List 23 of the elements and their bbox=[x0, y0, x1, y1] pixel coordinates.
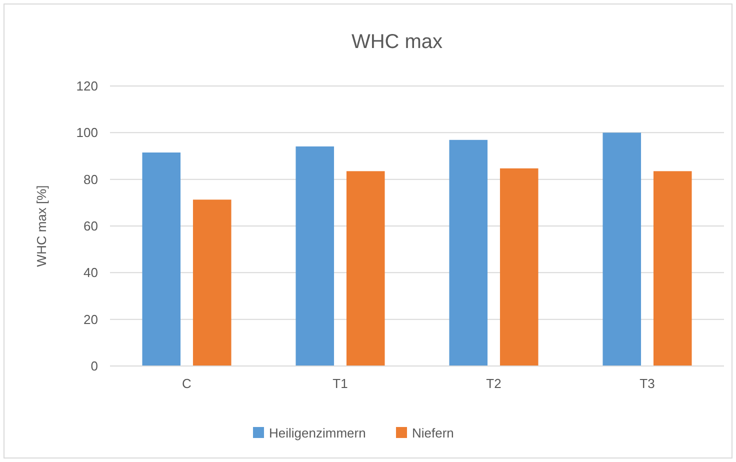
y-tick-label: 0 bbox=[90, 358, 98, 374]
legend-label: Heiligenzimmern bbox=[269, 426, 366, 441]
x-tick-label: C bbox=[182, 376, 192, 391]
x-tick-label: T1 bbox=[332, 376, 348, 391]
bar bbox=[192, 200, 232, 366]
y-tick-label: 100 bbox=[76, 125, 98, 140]
y-tick-label: 80 bbox=[84, 172, 98, 187]
x-tick-label: T2 bbox=[486, 376, 502, 391]
bar bbox=[449, 140, 488, 366]
y-axis-title: WHC max [%] bbox=[34, 185, 49, 267]
x-tick-label: T3 bbox=[640, 376, 655, 391]
bar bbox=[653, 171, 692, 366]
bar bbox=[142, 152, 181, 366]
y-tick-label: 40 bbox=[84, 265, 98, 280]
bar bbox=[602, 132, 642, 366]
y-tick-label: 120 bbox=[76, 78, 98, 94]
y-tick-label: 20 bbox=[84, 312, 98, 327]
bar bbox=[500, 168, 538, 366]
chart-title: WHC max bbox=[351, 31, 443, 53]
bar bbox=[296, 146, 334, 366]
y-tick-label: 60 bbox=[84, 218, 98, 234]
legend-label: Niefern bbox=[412, 426, 454, 441]
bar bbox=[346, 171, 385, 366]
